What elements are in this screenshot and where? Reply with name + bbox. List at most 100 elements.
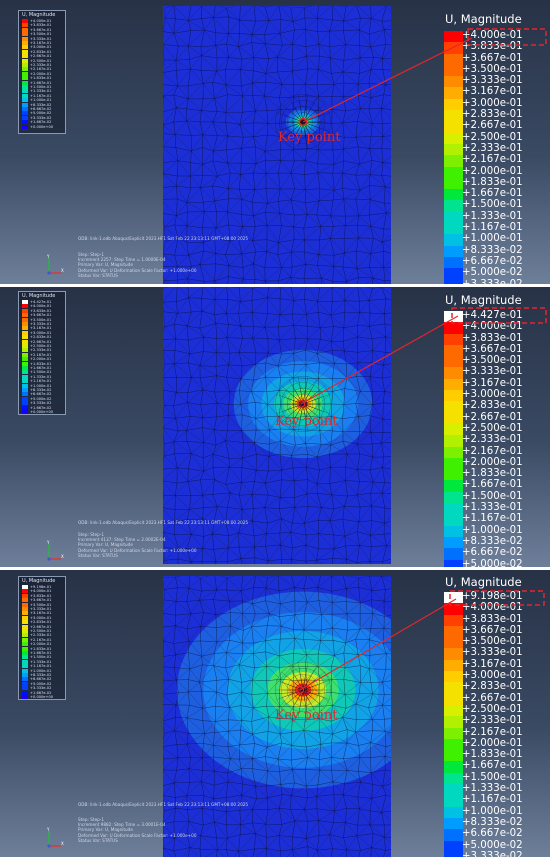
mini-legend-row: +1.167e-01 [22,93,51,98]
viewport-panel-3[interactable]: U, Magnitude +9.198e-01 +4.000e-01 +3.833e… [0,570,550,857]
legend-swatch [444,446,463,458]
mini-legend-value: +2.667e-01 [30,624,52,629]
mesh-viewport[interactable] [163,6,391,284]
mini-legend-swatch [22,300,28,304]
legend-row: +8.333e-02 [440,536,544,549]
legend-row: +2.500e-01 [440,423,544,436]
legend-value: +1.833e-01 [462,176,523,188]
viewport-panel-1[interactable]: U, Magnitude +4.000e-01 +3.833e-01 +3.667e… [0,0,550,284]
legend-value: +3.333e-02 [462,279,523,284]
mini-legend-value: +2.333e-01 [30,633,52,638]
legend-swatch [444,727,463,739]
legend-swatch [444,189,463,201]
mini-legend-swatch [22,620,28,625]
mini-legend-value: +3.667e-01 [30,27,52,32]
mini-legend: U, Magnitude +9.198e-01 +4.000e-01 +3.833e… [18,576,66,700]
legend-value: +2.500e-01 [462,703,523,715]
mini-legend-row: +3.500e-01 [22,317,52,322]
key-point-label: Key point [278,130,341,145]
mini-legend-swatch [22,673,28,677]
mini-legend-row: +5.000e-02 [22,396,51,401]
mini-legend-row: +1.167e-01 [22,664,52,669]
mini-legend-swatch [22,102,28,107]
legend-value: +2.667e-01 [462,692,523,704]
legend-swatch [444,245,463,257]
mini-legend-value: +3.833e-01 [30,593,52,598]
legend-swatch [444,121,463,133]
mini-legend-swatch [22,646,28,651]
legend-value: +3.000e-01 [462,389,523,401]
legend-swatch [444,143,463,156]
mini-legend-swatch [22,695,28,699]
mini-legend-swatch [22,379,28,384]
legend-value: +8.333e-02 [462,816,523,828]
step-line: Deformed Var: U Deformation Scale Factor… [78,832,197,838]
step-line: Primary Var: U, Magnitude [78,542,133,548]
legend-value: +2.000e-01 [462,456,523,468]
mini-legend-swatch [22,93,28,98]
legend-row: +2.167e-01 [440,726,544,739]
mini-legend-value: +3.333e-01 [30,607,52,611]
legend-row: +1.000e-01 [440,525,544,537]
mini-legend-value: +6.667e-02 [30,392,52,397]
mini-legend-row: +3.500e-01 [22,32,51,37]
mini-legend-swatch [22,370,28,375]
mini-legend-swatch [22,41,28,45]
odb-info: ODB: link-1.odb Abaqus/Explicit 2023.HF1… [78,236,249,241]
legend-value: +3.833e-01 [462,613,523,625]
legend-swatch [444,31,463,43]
legend-value: +1.167e-01 [462,222,523,234]
mini-legend-value: +1.333e-01 [30,374,52,379]
legend-swatch [444,840,463,852]
mini-legend-row: +1.667e-02 [22,690,51,695]
mini-legend-row: +1.000e-01 [22,98,51,103]
mini-legend-swatch [22,690,28,695]
mini-legend-swatch [22,32,28,37]
mini-legend-swatch [22,54,28,59]
legend-value: +2.167e-01 [462,726,523,738]
legend-swatch [444,795,463,807]
mini-legend-value: +1.167e-01 [30,664,52,669]
mini-legend-row: +3.333e-01 [22,36,51,41]
mini-legend-value: +2.833e-01 [30,620,52,625]
legend-row: +1.833e-01 [440,749,544,762]
legend-value: +4.427e-01 [462,310,523,321]
mini-legend-row: +3.667e-01 [22,27,52,32]
mini-legend-value: +5.000e-02 [30,681,52,686]
legend-value: +1.667e-01 [462,188,523,200]
legend-row: +5.000e-02 [440,559,544,567]
mini-legend-value: +2.000e-01 [30,357,52,362]
key-point-label: Key point [275,414,338,429]
step-line: Step: Step-1 [78,817,104,822]
mini-legend-row: +6.667e-02 [22,107,51,111]
legend-value: +1.333e-01 [462,502,523,514]
mini-legend-row: +1.000e-01 [22,668,51,673]
mini-legend-value: +3.500e-01 [30,317,52,322]
legend-row: +1.667e-01 [440,479,544,492]
mini-legend-row: +1.333e-01 [22,659,51,664]
mini-legend-value: +0.000e+00 [30,695,54,699]
contour-legend: U, Magnitude +4.427e-01 +4.000e-01 +3.833e… [440,293,544,567]
legend-row: +2.000e-01 [440,456,544,470]
mini-legend-value: +3.000e-01 [30,615,52,620]
legend-value: +1.500e-01 [462,490,523,502]
mini-legend-value: +2.333e-01 [30,63,52,67]
legend-swatch [444,817,463,830]
legend-value: +3.500e-01 [462,63,523,75]
mini-legend-swatch [22,115,28,120]
viewport-panel-2[interactable]: U, Magnitude +4.427e-01 +4.000e-01 +3.833e… [0,287,550,567]
mini-legend-row: +3.333e-02 [22,401,51,406]
mini-legend-row: +2.833e-01 [22,335,51,340]
legend-swatch [444,98,463,111]
legend-value: +4.000e-01 [462,602,523,614]
legend-value: +2.500e-01 [462,131,523,143]
legend-row: +1.833e-01 [440,176,544,190]
mini-legend-value: +2.667e-01 [30,54,52,59]
mini-legend-swatch [22,308,28,313]
legend-row: +3.333e-02 [440,279,544,284]
legend-row: +3.333e-02 [440,851,544,857]
mini-legend-row: +6.667e-02 [22,677,51,682]
legend-row: +1.667e-01 [440,188,544,201]
mini-legend-value: +2.000e-01 [30,642,52,647]
mini-legend-value: +3.167e-01 [30,326,52,331]
